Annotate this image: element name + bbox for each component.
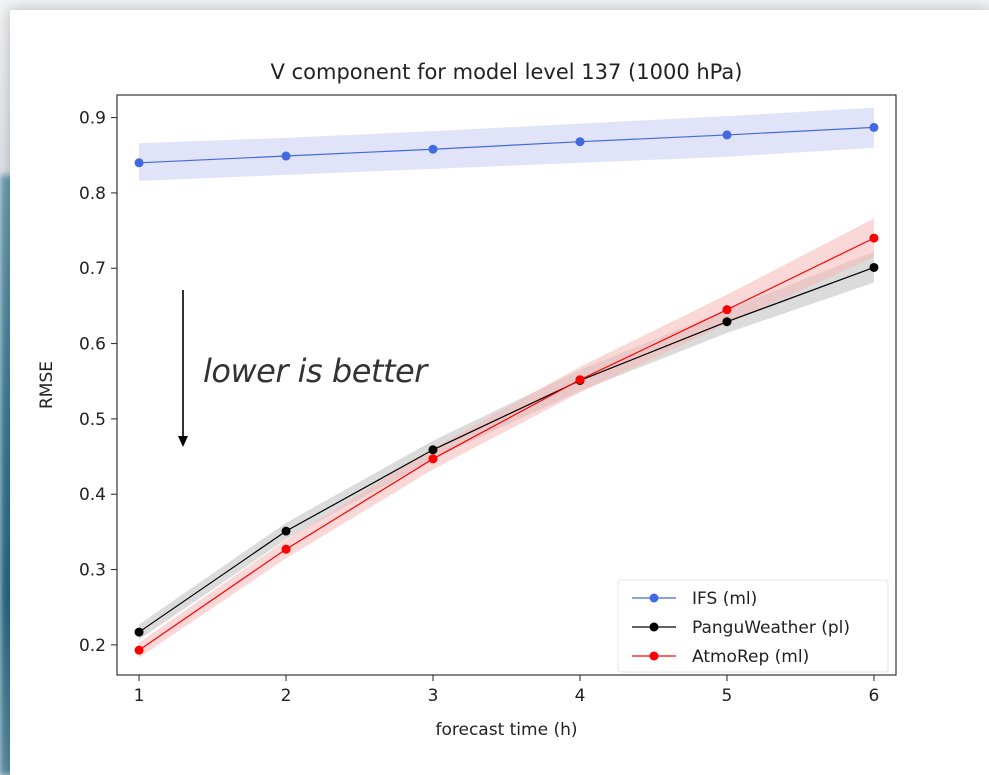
- y-tick-label-2: 0.4: [79, 485, 106, 505]
- legend-box: [617, 579, 889, 673]
- legend-marker-0: [649, 593, 659, 603]
- series-2-point-0: [134, 645, 144, 655]
- series-points: [134, 122, 879, 655]
- annotation-arrow-head: [178, 436, 188, 447]
- legend-label-1: PanguWeather (pl): [692, 618, 850, 638]
- legend-label-2: AtmoRep (ml): [692, 647, 809, 667]
- x-tick-label-2: 3: [428, 686, 439, 706]
- series-lines: [138, 126, 875, 651]
- plot-frame: [116, 94, 897, 676]
- legend: IFS (ml) PanguWeather (pl) AtmoRep (ml): [617, 579, 889, 673]
- series-0-point-2: [428, 144, 438, 154]
- series-0-point-1: [281, 151, 291, 161]
- chart-card: 1 2 3 4 5 6 0.2 0.3 0.4 0.5 0.6 0.7 0.8 0.9 V compon…: [10, 10, 989, 775]
- series-line-0: [139, 126, 874, 164]
- series-1-point-1: [281, 526, 291, 536]
- confidence-bands: [139, 107, 874, 658]
- series-0-point-4: [722, 130, 732, 140]
- series-2-point-2: [428, 454, 438, 464]
- legend-marker-1: [649, 622, 659, 632]
- y-tick-label-1: 0.3: [79, 561, 106, 581]
- series-1-point-2: [428, 445, 438, 455]
- y-tick-label-5: 0.7: [79, 259, 106, 279]
- series-2-point-1: [281, 544, 291, 554]
- y-tick-label-3: 0.5: [79, 410, 106, 430]
- y-axis-ticks: 0.2 0.3 0.4 0.5 0.6 0.7 0.8 0.9: [79, 109, 117, 656]
- y-tick-label-0: 0.2: [79, 636, 106, 656]
- y-tick-label-7: 0.9: [79, 109, 106, 129]
- y-tick-label-6: 0.8: [79, 184, 106, 204]
- x-tick-label-5: 6: [869, 686, 880, 706]
- x-tick-label-3: 4: [575, 686, 586, 706]
- series-2-point-5: [869, 233, 879, 243]
- legend-label-0: IFS (ml): [692, 589, 757, 609]
- series-band-0: [139, 107, 874, 181]
- series-0-point-3: [575, 137, 585, 147]
- series-0-point-5: [869, 122, 879, 132]
- series-band-2: [139, 218, 874, 658]
- x-axis-title: forecast time (h): [435, 720, 577, 740]
- series-0-point-0: [134, 158, 144, 168]
- x-tick-label-4: 5: [722, 686, 733, 706]
- chart-title: V component for model level 137 (1000 hP…: [271, 60, 743, 84]
- line-chart: 1 2 3 4 5 6 0.2 0.3 0.4 0.5 0.6 0.7 0.8 0.9 V compon…: [37, 60, 897, 740]
- series-line-2: [138, 237, 875, 651]
- series-1-point-5: [869, 262, 879, 272]
- annotation-text: lower is better: [203, 352, 429, 390]
- x-tick-label-1: 2: [281, 686, 292, 706]
- y-tick-label-4: 0.6: [79, 335, 106, 355]
- series-2-point-3: [575, 375, 585, 385]
- series-1-point-4: [722, 317, 732, 327]
- x-axis-ticks: 1 2 3 4 5 6: [134, 675, 880, 706]
- x-tick-label-0: 1: [134, 686, 145, 706]
- y-axis-title: RMSE: [37, 361, 57, 409]
- series-1-point-0: [134, 627, 144, 637]
- legend-marker-2: [649, 651, 659, 661]
- series-line-1: [138, 266, 875, 633]
- annotation: lower is better: [178, 290, 430, 447]
- series-2-point-4: [722, 305, 732, 315]
